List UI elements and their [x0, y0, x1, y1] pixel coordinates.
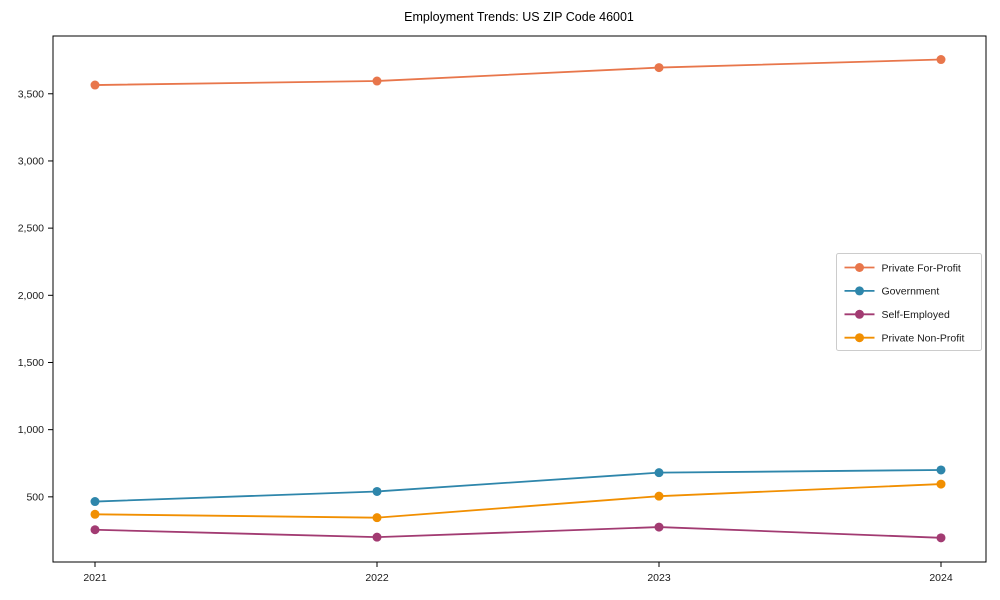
data-point — [90, 509, 100, 519]
data-point — [936, 55, 946, 65]
x-tick-label: 2022 — [365, 572, 389, 584]
series-line-private-non-profit — [94, 483, 942, 519]
legend-marker — [855, 263, 864, 272]
axes-ticks: 500 1,000 1,500 2,000 2,500 3,000 3,500 2021 202… — [18, 88, 953, 584]
data-point — [654, 468, 664, 478]
y-tick-label: 1,500 — [18, 357, 44, 369]
data-point — [936, 479, 946, 489]
data-point — [90, 80, 100, 90]
legend-label: Private Non-Profit — [882, 333, 965, 345]
legend-marker — [855, 309, 864, 319]
plot-frame — [52, 35, 987, 563]
data-point — [654, 522, 664, 532]
x-tick-label: 2021 — [83, 572, 107, 584]
x-tick-label: 2024 — [929, 572, 953, 584]
legend-marker — [855, 286, 864, 296]
data-point — [936, 533, 946, 543]
y-tick-label: 2,500 — [18, 223, 44, 235]
chart-title: Employment Trends: US ZIP Code 46001 — [404, 10, 634, 24]
data-point — [372, 532, 382, 542]
legend-marker — [855, 333, 864, 343]
y-tick-label: 3,500 — [18, 88, 44, 100]
legend-label: Private For-Profit — [882, 262, 961, 274]
data-point — [90, 497, 100, 507]
data-point — [654, 63, 664, 73]
series-line-private-for-profit — [94, 58, 942, 86]
data-point — [372, 513, 382, 523]
data-point — [372, 76, 382, 86]
series-lines — [90, 55, 946, 543]
legend-label: Government — [882, 286, 940, 298]
data-point — [90, 525, 100, 535]
y-tick-label: 1,000 — [18, 424, 44, 436]
plot-border — [52, 35, 987, 563]
y-tick-label: 500 — [26, 491, 44, 503]
y-tick-label: 2,000 — [18, 290, 44, 302]
series-line-self-employed — [94, 526, 942, 539]
data-point — [654, 491, 664, 501]
legend-box — [836, 253, 982, 351]
data-point — [936, 465, 946, 475]
y-tick-label: 3,000 — [18, 155, 44, 167]
series-line-government — [94, 469, 942, 503]
legend-label: Self-Employed — [882, 309, 950, 321]
legend: Private For-Profit Government Self-Employe… — [836, 253, 982, 351]
x-tick-label: 2023 — [647, 572, 671, 584]
data-point — [372, 486, 382, 496]
